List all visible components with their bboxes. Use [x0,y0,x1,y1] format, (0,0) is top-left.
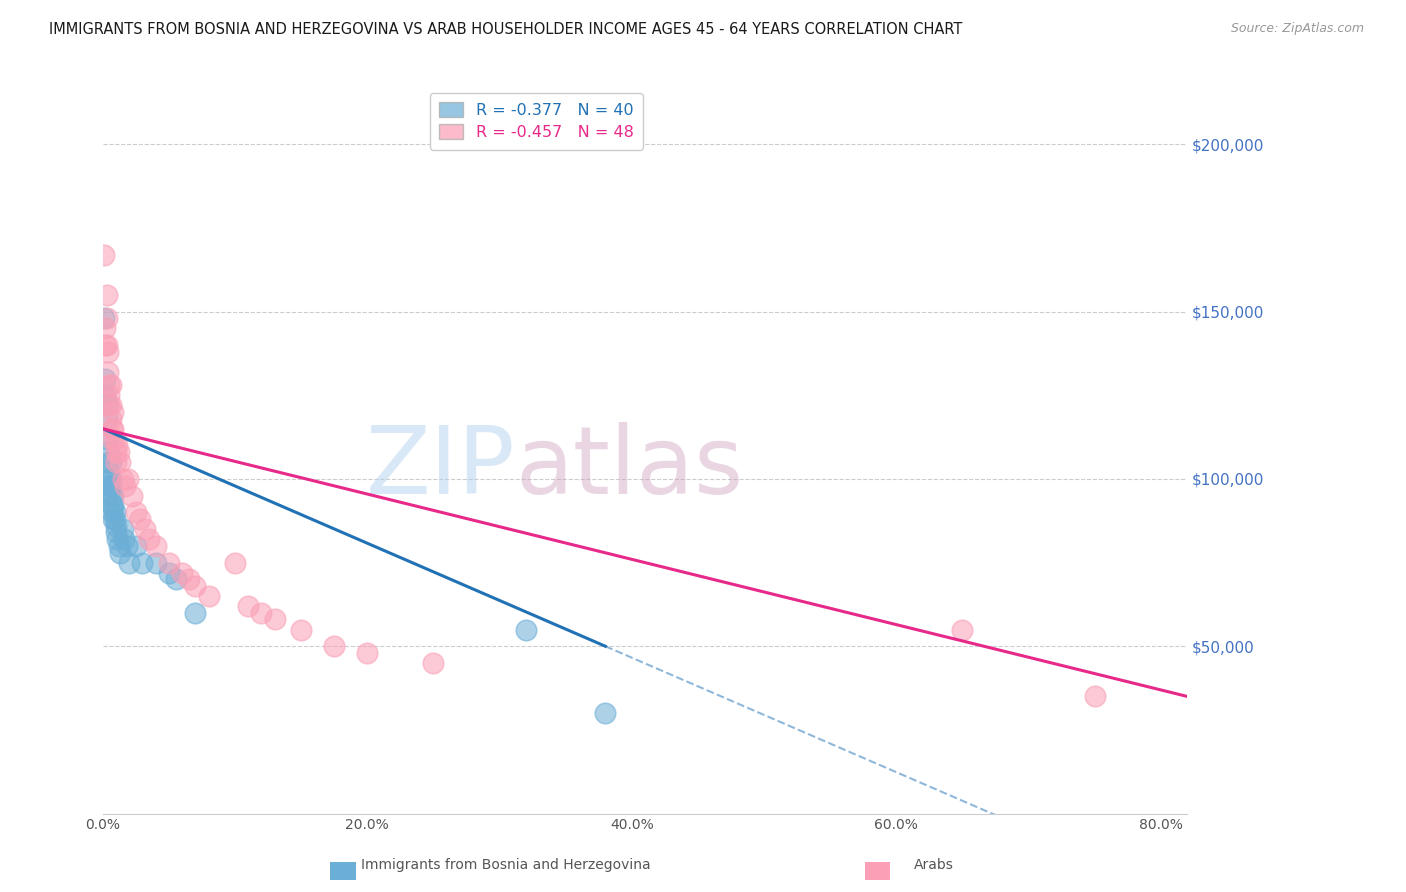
Point [118,556,141,570]
Point [177,572,200,586]
Point [101,499,124,513]
Point [98,485,121,500]
Point [101,505,124,519]
Point [172,566,194,580]
Point [422,656,444,670]
Point [98,472,121,486]
Point [107,539,129,553]
Point [117,472,139,486]
Point [94,338,117,352]
Point [100,411,122,425]
Point [1084,690,1107,704]
Point [97,455,120,469]
Point [131,556,153,570]
Point [115,539,138,553]
Point [105,532,128,546]
Text: ZIP: ZIP [366,422,515,514]
Point [107,445,129,459]
Point [97,465,120,479]
Point [105,445,128,459]
Point [125,539,148,553]
Point [98,378,121,392]
Legend: R = -0.377   N = 40, R = -0.457   N = 48: R = -0.377 N = 40, R = -0.457 N = 48 [430,93,644,150]
Point [100,378,122,392]
Point [103,405,125,419]
Point [96,398,118,412]
Point [94,388,117,402]
Point [97,445,120,459]
Point [184,606,207,620]
Point [595,706,617,721]
Point [98,398,121,412]
Point [356,646,378,660]
Point [96,338,118,352]
Point [515,623,537,637]
Point [111,472,134,486]
Point [224,556,246,570]
Point [94,371,117,385]
Point [103,489,125,503]
Point [97,365,120,379]
Point [134,522,156,536]
Text: Immigrants from Bosnia and Herzegovina: Immigrants from Bosnia and Herzegovina [361,858,651,872]
Point [112,532,135,546]
Point [157,556,180,570]
Point [145,539,167,553]
Text: IMMIGRANTS FROM BOSNIA AND HERZEGOVINA VS ARAB HOUSEHOLDER INCOME AGES 45 - 64 Y: IMMIGRANTS FROM BOSNIA AND HERZEGOVINA V… [49,22,963,37]
Point [100,455,122,469]
Point [125,505,148,519]
Point [114,478,136,492]
Point [100,478,122,492]
Point [96,432,118,446]
Point [93,311,115,326]
Point [93,248,115,262]
Point [103,512,125,526]
Point [101,432,124,446]
Point [290,623,312,637]
Point [128,512,150,526]
Point [105,518,128,533]
Point [197,589,219,603]
Point [105,525,128,540]
Point [263,612,285,626]
Point [145,556,167,570]
Point [98,478,121,492]
Point [100,398,122,412]
Point [157,566,180,580]
Point [97,344,120,359]
Point [105,455,128,469]
Point [101,422,124,436]
Point [323,639,346,653]
Point [100,489,122,503]
Point [105,438,128,452]
Point [108,545,131,559]
Point [96,288,118,302]
Point [950,623,973,637]
Point [238,599,260,613]
Point [104,432,127,446]
Point [250,606,273,620]
Point [104,512,127,526]
Point [104,505,127,519]
Text: Source: ZipAtlas.com: Source: ZipAtlas.com [1230,22,1364,36]
Point [98,388,121,402]
Text: atlas: atlas [515,422,744,514]
Point [111,522,134,536]
Point [138,532,160,546]
Point [184,579,207,593]
Point [121,489,143,503]
Point [108,455,131,469]
Point [103,422,125,436]
Point [94,321,117,335]
Point [100,472,122,486]
Text: Arabs: Arabs [914,858,953,872]
Point [96,411,118,425]
Point [165,572,187,586]
Point [103,499,125,513]
Point [96,311,118,326]
